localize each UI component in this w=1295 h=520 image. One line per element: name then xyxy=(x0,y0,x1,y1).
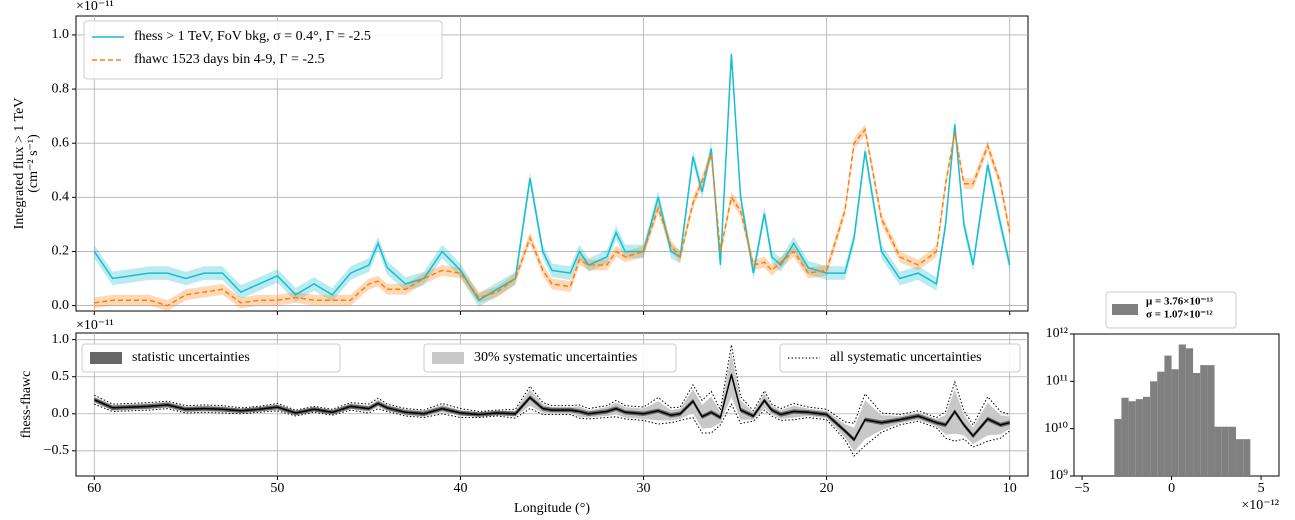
y-tick-label: 0.8 xyxy=(52,81,70,96)
x-tick-label: 50 xyxy=(270,481,284,496)
legend-label: σ = 1.07×10⁻¹² xyxy=(1146,309,1213,321)
top-axes xyxy=(75,15,1029,312)
hist-bar xyxy=(1193,372,1201,476)
hist-bar xyxy=(1200,365,1208,476)
hist-bar xyxy=(1185,348,1194,476)
hist-bar xyxy=(1178,344,1186,476)
legend-box xyxy=(1105,291,1237,329)
y-tick-label: 1.0 xyxy=(52,332,70,347)
x-tick-label: 30 xyxy=(637,481,651,496)
hist-bar xyxy=(1221,426,1229,476)
hist-bar xyxy=(1207,365,1215,476)
y-axis-label: Integrated flux > 1 TeV xyxy=(12,98,27,230)
residual-line xyxy=(93,374,1010,441)
y-tick-label: 1.0 xyxy=(52,27,70,42)
x-offset-label: ×10⁻¹² xyxy=(1241,498,1279,513)
y-tick-label: 0.0 xyxy=(52,406,70,421)
legend-label: 30% systematic uncertainties xyxy=(474,350,637,365)
legend-label: fhess > 1 TeV, FoV bkg, σ = 0.4°, Γ = -2… xyxy=(134,29,371,44)
y-tick-label: 0.0 xyxy=(52,298,70,313)
y-offset-label: ×10⁻¹¹ xyxy=(76,0,114,14)
hist-bar xyxy=(1171,369,1179,476)
y-tick-label: 0.5 xyxy=(52,369,70,384)
legend-swatch xyxy=(90,352,122,364)
legend-label: μ = 3.76×10⁻¹³ xyxy=(1146,296,1214,308)
y-axis-label: fhess-fhawc xyxy=(19,371,34,439)
legend-box xyxy=(779,343,1021,373)
y-tick-label: 10⁹ xyxy=(1049,468,1068,483)
x-tick-label: 20 xyxy=(820,481,834,496)
y-tick-label: 10¹⁰ xyxy=(1044,421,1068,436)
y-tick-label: 10¹² xyxy=(1046,326,1068,341)
hist-bar xyxy=(1228,426,1237,476)
error-band xyxy=(94,47,1010,307)
legend-label: fhawc 1523 days bin 4-9, Γ = -2.5 xyxy=(134,52,325,67)
hist-bar xyxy=(1135,399,1143,476)
hist-bar xyxy=(1214,426,1222,476)
series-line xyxy=(94,127,1011,307)
legend-box xyxy=(423,343,677,373)
hist-bar xyxy=(1236,439,1244,476)
x-tick-label: −5 xyxy=(1075,481,1090,496)
y-tick-label: 10¹¹ xyxy=(1046,374,1068,389)
y-axis-label: (cm⁻² s⁻¹) xyxy=(26,134,41,193)
legend-label: statistic uncertainties xyxy=(132,350,250,365)
plot-layer: 60 50 40 30 20 100.00.20.40.60.81.0−0.50.00.5… xyxy=(12,0,1279,516)
legend-box xyxy=(81,343,341,373)
x-tick-label: 0 xyxy=(1168,481,1175,496)
x-tick-label: 5 xyxy=(1258,481,1265,496)
x-tick-label: 60 xyxy=(87,481,101,496)
hist-bar xyxy=(1121,397,1129,476)
bottom-axes xyxy=(75,332,1029,477)
legend-box xyxy=(83,20,443,80)
hist-bar xyxy=(1243,439,1251,476)
legend-swatch xyxy=(1112,304,1138,315)
x-axis-label: Longitude (°) xyxy=(514,501,590,516)
y-tick-label: 0.6 xyxy=(52,135,70,150)
hist-bar xyxy=(1150,381,1158,476)
hist-bar xyxy=(1142,396,1151,476)
series-line xyxy=(93,53,1011,302)
x-tick-label: 10 xyxy=(1003,481,1017,496)
all-sys-line xyxy=(94,344,1010,426)
y-tick-label: −0.5 xyxy=(44,443,69,458)
y-offset-label: ×10⁻¹¹ xyxy=(76,318,114,333)
legend-label: all systematic uncertainties xyxy=(830,350,982,365)
x-tick-label: 40 xyxy=(453,481,467,496)
hist-bar xyxy=(1164,355,1172,476)
hist-bar xyxy=(1157,371,1165,476)
y-tick-label: 0.4 xyxy=(52,190,70,205)
y-tick-label: 0.2 xyxy=(52,244,70,259)
hist-bar xyxy=(1128,401,1136,476)
hist-bar xyxy=(1114,419,1122,476)
legend-swatch xyxy=(432,352,464,364)
